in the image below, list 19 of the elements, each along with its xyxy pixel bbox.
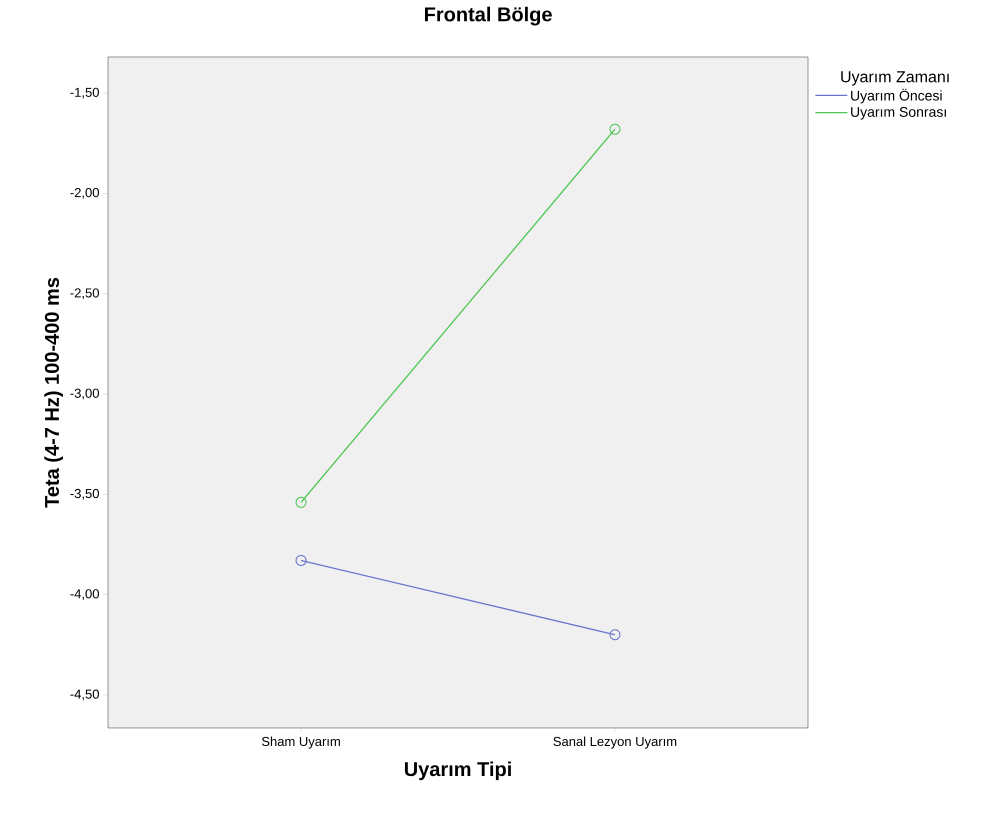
y-tick-label: -4,50 (70, 690, 99, 700)
legend-title: Uyarım Zamanı (841, 71, 949, 86)
y-tick-label: -2,50 (70, 288, 99, 300)
x-tick-label: Sham Uyarım (262, 736, 340, 749)
x-tick-label: Sanal Lezyon Uyarım (553, 736, 676, 749)
point (296, 496, 307, 508)
y-tick-label: -3,50 (70, 488, 99, 500)
y-tick-label: -1,50 (70, 88, 99, 98)
y-tick-label: -4,00 (70, 589, 99, 600)
chart-title: Frontal Bölge (424, 6, 552, 26)
point (609, 629, 620, 640)
point (296, 554, 307, 566)
y-tick-label: -2,00 (70, 188, 99, 199)
x-axis-title: Uyarım Tipi (404, 762, 511, 780)
y-axis-title: Teta (4-7 Hz) 100-400 ms (44, 278, 63, 508)
y-tick-label: -3,00 (70, 388, 99, 400)
legend-label: Uyarım Sonrası (851, 106, 946, 120)
point (609, 124, 620, 135)
legend-label: Uyarım Öncesi (851, 88, 942, 104)
